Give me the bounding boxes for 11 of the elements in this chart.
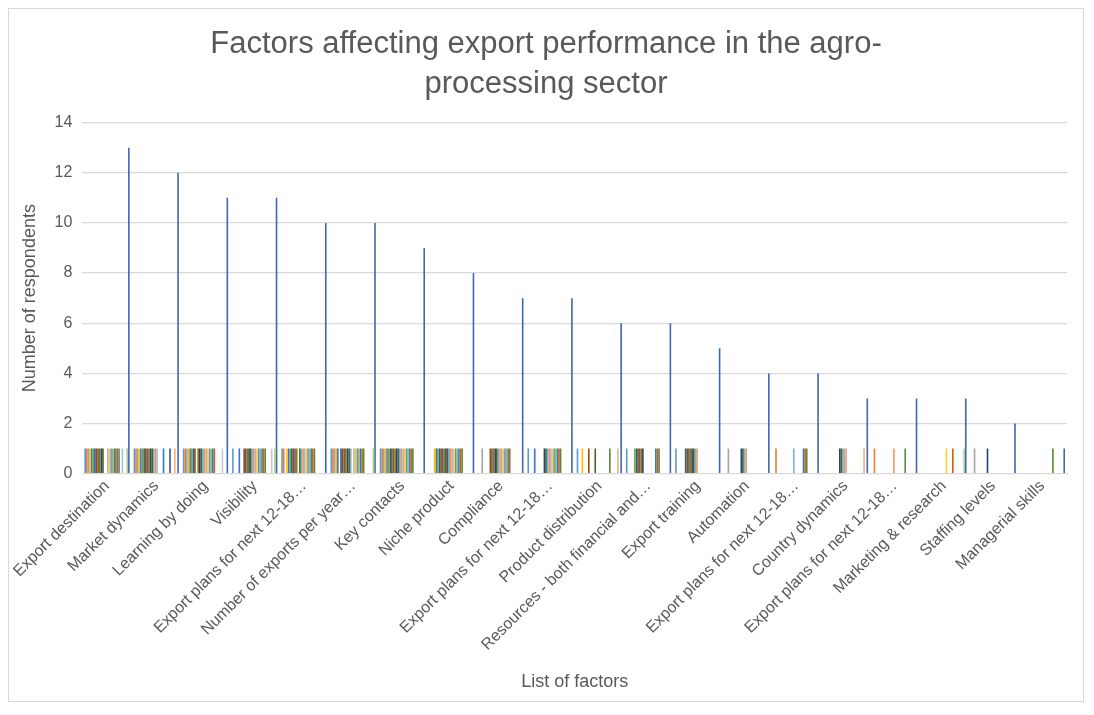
y-tick-label: 14 xyxy=(54,113,73,131)
y-tick-label: 2 xyxy=(63,413,73,431)
y-tick-label: 8 xyxy=(63,263,73,281)
y-tick-label: 12 xyxy=(54,163,73,181)
chart-title: Factors affecting export performance in the agro-processing sector xyxy=(209,24,883,102)
y-tick-label: 4 xyxy=(63,363,73,381)
y-tick-label: 6 xyxy=(63,313,73,331)
y-axis-title: Number of respondents xyxy=(18,204,39,393)
y-tick-label: 10 xyxy=(54,213,73,231)
y-tick-label: 0 xyxy=(63,464,73,482)
x-axis-title: List of factors xyxy=(521,671,629,692)
